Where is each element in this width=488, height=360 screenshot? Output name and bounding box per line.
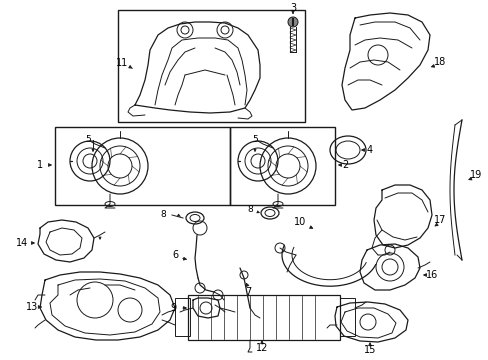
Text: 17: 17 xyxy=(433,215,445,225)
Text: 6: 6 xyxy=(172,250,178,260)
Text: 8: 8 xyxy=(246,206,252,215)
Bar xyxy=(229,127,334,205)
Text: 8: 8 xyxy=(160,211,165,220)
Bar xyxy=(339,298,354,336)
Text: 18: 18 xyxy=(433,57,445,67)
Bar xyxy=(55,127,229,205)
Bar xyxy=(175,298,190,336)
Text: 16: 16 xyxy=(425,270,437,280)
Text: 2: 2 xyxy=(341,160,347,170)
Text: 1: 1 xyxy=(37,160,43,170)
Text: 15: 15 xyxy=(363,345,375,355)
Text: 9: 9 xyxy=(170,303,176,313)
Circle shape xyxy=(287,17,297,27)
Text: 19: 19 xyxy=(469,170,481,180)
Text: 14: 14 xyxy=(16,238,28,248)
Text: 11: 11 xyxy=(116,58,128,68)
Bar xyxy=(118,10,305,122)
Text: 10: 10 xyxy=(293,217,305,227)
Bar xyxy=(187,295,339,340)
Text: 12: 12 xyxy=(255,343,267,353)
Text: 4: 4 xyxy=(366,145,372,155)
Text: 3: 3 xyxy=(289,3,295,13)
Text: 5: 5 xyxy=(252,135,257,144)
Text: 7: 7 xyxy=(244,287,251,297)
Text: 13: 13 xyxy=(26,302,38,312)
Text: 5: 5 xyxy=(85,135,91,144)
